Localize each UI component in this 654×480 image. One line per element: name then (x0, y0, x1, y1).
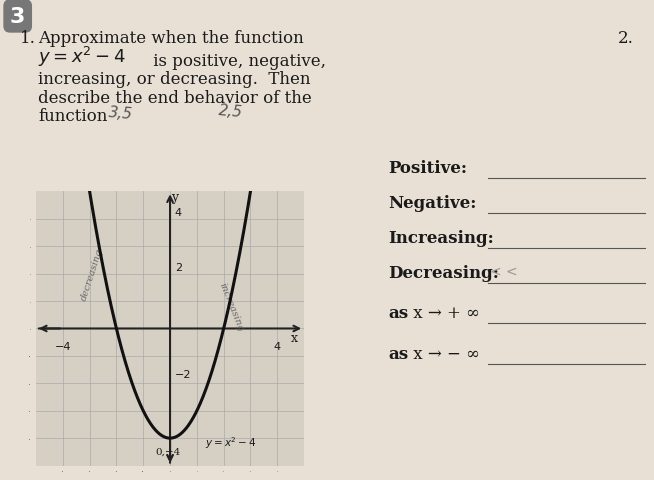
Text: 3,5: 3,5 (108, 105, 133, 122)
Text: x → − ∞: x → − ∞ (408, 345, 480, 362)
Text: −2: −2 (175, 370, 192, 379)
Text: is positive, negative,: is positive, negative, (148, 53, 326, 70)
Text: 1.: 1. (20, 30, 36, 47)
Text: increasing, or decreasing.  Then: increasing, or decreasing. Then (38, 71, 311, 88)
Text: 2.: 2. (618, 30, 634, 47)
Text: 2,5: 2,5 (218, 103, 243, 120)
Text: 3: 3 (10, 7, 26, 27)
Text: function: function (38, 108, 107, 125)
Text: 4: 4 (274, 341, 281, 351)
Text: describe the end behavior of the: describe the end behavior of the (38, 90, 312, 107)
Text: x: x (291, 331, 298, 344)
Text: < <: < < (490, 264, 517, 278)
Text: Decreasing:: Decreasing: (388, 264, 499, 281)
Text: increasing: increasing (218, 281, 246, 333)
Text: as: as (388, 345, 408, 362)
Text: x → + ∞: x → + ∞ (408, 304, 480, 321)
Text: Positive:: Positive: (388, 160, 467, 177)
Text: 4: 4 (175, 208, 182, 218)
Text: $y = x^2 - 4$: $y = x^2 - 4$ (205, 435, 256, 450)
Text: as: as (388, 304, 408, 321)
Text: 2: 2 (175, 263, 182, 273)
Text: decreasing: decreasing (80, 247, 105, 301)
Text: Approximate when the function: Approximate when the function (38, 30, 303, 47)
Text: −4: −4 (54, 341, 71, 351)
Text: 0,−4: 0,−4 (155, 446, 181, 456)
Text: y: y (171, 190, 179, 203)
Text: Negative:: Negative: (388, 194, 476, 212)
Text: $y = x^2 - 4$: $y = x^2 - 4$ (38, 45, 126, 69)
Text: Increasing:: Increasing: (388, 229, 494, 247)
